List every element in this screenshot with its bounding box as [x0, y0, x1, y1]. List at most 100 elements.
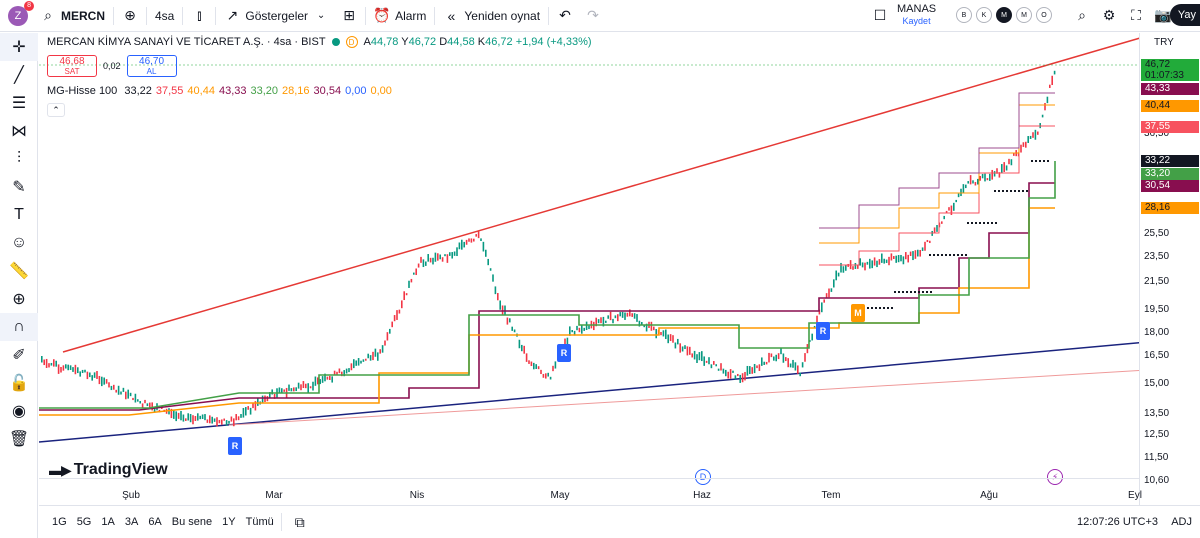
indicator-step-line[interactable]: [39, 161, 1056, 409]
ruler-tool-icon[interactable]: 📏: [9, 263, 29, 280]
layout-toggle[interactable]: ☐: [866, 0, 894, 32]
interval-button[interactable]: 4sa: [149, 0, 180, 32]
fib-tool-icon[interactable]: ⫶: [16, 150, 21, 167]
candle: [329, 375, 331, 381]
indicator-step-line[interactable]: [39, 182, 1055, 411]
candle: [127, 389, 129, 399]
time-tick: Haz: [693, 490, 711, 501]
dividend-marker-icon[interactable]: D: [695, 469, 711, 485]
range-button[interactable]: 1A: [101, 516, 115, 528]
sell-label: SAT: [64, 67, 80, 76]
pattern-tool-icon[interactable]: ⋈: [11, 123, 27, 140]
channel-tool-icon[interactable]: ☰: [11, 95, 27, 112]
range-button[interactable]: Tümü: [245, 516, 274, 528]
save-label: Kaydet: [902, 16, 931, 26]
range-button[interactable]: 6A: [148, 516, 162, 528]
candle: [50, 362, 53, 366]
candle: [437, 253, 439, 261]
text-tool-icon[interactable]: T: [14, 206, 24, 223]
buy-button[interactable]: 46,70 AL: [126, 55, 177, 77]
compare-button[interactable]: ⊕: [116, 0, 144, 32]
signal-marker-r[interactable]: R: [557, 344, 571, 362]
candle: [986, 178, 989, 181]
trend-lower-line-2[interactable]: [228, 369, 1139, 426]
channel-upper-line[interactable]: [62, 36, 1139, 353]
indicator-value: 30,54: [313, 85, 342, 97]
mode-o[interactable]: O: [1036, 7, 1052, 23]
snapshot-button[interactable]: 📷: [1149, 0, 1177, 32]
mode-m[interactable]: M: [1016, 7, 1032, 23]
clock[interactable]: 12:07:26 UTC+3: [1076, 516, 1158, 528]
candle: [749, 366, 751, 375]
user-avatar[interactable]: Z 8: [8, 0, 34, 26]
candle: [173, 409, 175, 419]
price-axis[interactable]: TRY 25,50 23,50 21,50 19,50 18,00 16,50 15,00 1…: [1139, 33, 1200, 505]
lock-icon[interactable]: 🔓: [9, 375, 29, 392]
candle: [1008, 158, 1010, 165]
indicator-step-line[interactable]: [39, 207, 1055, 416]
candle: [578, 327, 581, 333]
signal-marker-m[interactable]: M: [851, 304, 865, 322]
crosshair-tool-icon[interactable]: ✛: [0, 33, 38, 61]
indicator-legend[interactable]: MG-Hisse 100 33,22 37,55 40,44 43,33 33,20 28…: [47, 85, 396, 97]
signal-marker-r[interactable]: R: [816, 322, 830, 340]
signal-marker-r[interactable]: R: [228, 437, 242, 455]
mode-k[interactable]: K: [976, 7, 992, 23]
candle: [607, 315, 609, 319]
emoji-tool-icon[interactable]: ☺: [10, 234, 28, 251]
range-button[interactable]: Bu sene: [171, 516, 213, 528]
trendline-tool-icon[interactable]: ╱: [14, 67, 24, 84]
candle: [216, 417, 218, 427]
candle: [823, 299, 825, 303]
time-axis[interactable]: Şub Mar Nis May Haz Tem Ağu Eyl: [39, 478, 1142, 501]
indicator-step-line[interactable]: [819, 125, 1055, 266]
settings-button[interactable]: ⚙: [1095, 0, 1123, 32]
drawing-toolbar: ✛ ╱ ☰ ⋈ ⫶ ✎ T ☺ 📏 ⊕ ∩ ✐ 🔓 ◉ 🗑: [0, 33, 38, 538]
trash-icon[interactable]: 🗑: [8, 431, 30, 448]
time-tick: Eyl: [1128, 490, 1142, 501]
replay-button[interactable]: « Yeniden oynat: [437, 0, 546, 32]
symbol-search[interactable]: ⌕ MERCN: [34, 0, 111, 32]
currency-label[interactable]: TRY: [1154, 37, 1174, 48]
undo-button[interactable]: ↶: [551, 0, 579, 32]
layout-save[interactable]: MANAS Kaydet: [897, 3, 936, 27]
magnet-tool-icon[interactable]: ∩: [0, 313, 38, 341]
collapse-legend-button[interactable]: ⌃: [47, 103, 65, 117]
candle: [859, 258, 861, 266]
candle: [525, 353, 528, 362]
candle: [245, 407, 247, 416]
chart-pane[interactable]: MERCAN KİMYA SANAYİ VE TİCARET A.Ş. · 4s…: [39, 33, 1200, 505]
event-lightning-icon[interactable]: ⚡: [1047, 469, 1063, 485]
mode-m-active[interactable]: M: [996, 7, 1012, 23]
alarm-button[interactable]: ⏰ Alarm: [368, 0, 432, 32]
candle: [96, 371, 98, 379]
eye-icon[interactable]: ◉: [12, 403, 26, 420]
candle: [746, 365, 749, 376]
trend-lower-line[interactable]: [39, 341, 1139, 443]
indicators-button[interactable]: ↗ Göstergeler ⌄: [218, 0, 335, 32]
range-button[interactable]: 3A: [124, 516, 139, 528]
adj-toggle[interactable]: ADJ: [1171, 516, 1192, 528]
publish-button[interactable]: Yay: [1169, 4, 1200, 26]
fullscreen-button[interactable]: ⛶: [1122, 0, 1150, 32]
range-button[interactable]: 1Y: [222, 516, 236, 528]
indicator-value: 33,20: [250, 85, 279, 97]
redo-button[interactable]: ↷: [579, 0, 607, 32]
price-chart[interactable]: [39, 33, 1139, 478]
zoom-tool-icon[interactable]: ⊕: [12, 291, 26, 308]
candle: [626, 312, 629, 317]
lock-pencil-icon[interactable]: ✐: [12, 347, 26, 364]
indicator-step-line[interactable]: [819, 92, 1055, 229]
chart-type-button[interactable]: ⫾: [185, 0, 213, 32]
goto-date-icon[interactable]: ⧉: [294, 513, 305, 530]
mode-b[interactable]: B: [956, 7, 972, 23]
range-button[interactable]: 5G: [76, 516, 92, 528]
templates-button[interactable]: ⊞: [335, 0, 363, 32]
sell-button[interactable]: 46,68 SAT: [47, 55, 97, 77]
candle: [957, 193, 960, 198]
brush-tool-icon[interactable]: ✎: [12, 179, 26, 196]
quick-search-button[interactable]: ⌕: [1068, 0, 1096, 32]
top-toolbar: Z 8 ⌕ MERCN ⊕ 4sa ⫾ ↗ Göstergeler ⌄ ⊞ ⏰ …: [0, 0, 1200, 32]
candle: [381, 345, 384, 353]
range-button[interactable]: 1G: [52, 516, 67, 528]
